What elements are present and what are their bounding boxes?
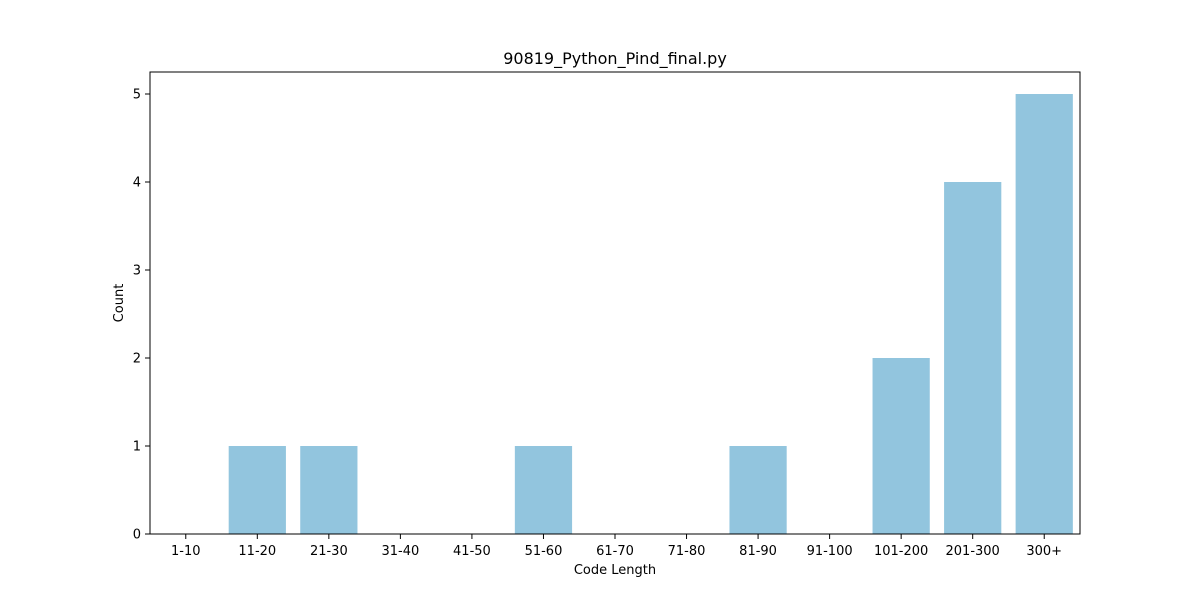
x-tick-label: 61-70: [596, 544, 634, 559]
x-tick-label: 91-100: [807, 544, 853, 559]
x-tick-label: 300+: [1026, 544, 1062, 559]
bar-201-300: [944, 182, 1002, 534]
bar-81-90: [729, 446, 787, 534]
y-axis-label: Count: [112, 284, 127, 323]
x-tick-label: 51-60: [525, 544, 563, 559]
bar-11-20: [228, 446, 286, 534]
bar-21-30: [300, 446, 358, 534]
x-axis-label: Code Length: [574, 563, 656, 578]
y-axis: 0 1 2 3 4 5: [133, 88, 150, 543]
chart-title: 90819_Python_Pind_final.py: [503, 49, 727, 69]
x-tick-label: 201-300: [946, 544, 1000, 559]
x-tick-label: 81-90: [739, 544, 777, 559]
x-tick-label: 1-10: [171, 544, 201, 559]
x-tick-label: 71-80: [668, 544, 706, 559]
x-tick-label: 101-200: [874, 544, 928, 559]
x-tick-label: 31-40: [381, 544, 419, 559]
y-tick-label: 3: [133, 264, 141, 279]
x-tick-label: 21-30: [310, 544, 348, 559]
x-tick-label: 41-50: [453, 544, 491, 559]
bar-101-200: [872, 358, 930, 534]
y-tick-label: 1: [133, 440, 141, 455]
bar-300+: [1015, 94, 1073, 534]
x-axis: 1-10 11-20 21-30 31-40 41-50 51-60 61-70 71-80 8…: [171, 534, 1062, 559]
y-tick-label: 0: [133, 528, 141, 543]
bars-layer: [228, 94, 1073, 534]
y-tick-label: 5: [133, 88, 141, 103]
x-tick-label: 11-20: [238, 544, 276, 559]
bar-51-60: [514, 446, 573, 534]
y-tick-label: 2: [133, 352, 141, 367]
y-tick-label: 4: [133, 176, 141, 191]
